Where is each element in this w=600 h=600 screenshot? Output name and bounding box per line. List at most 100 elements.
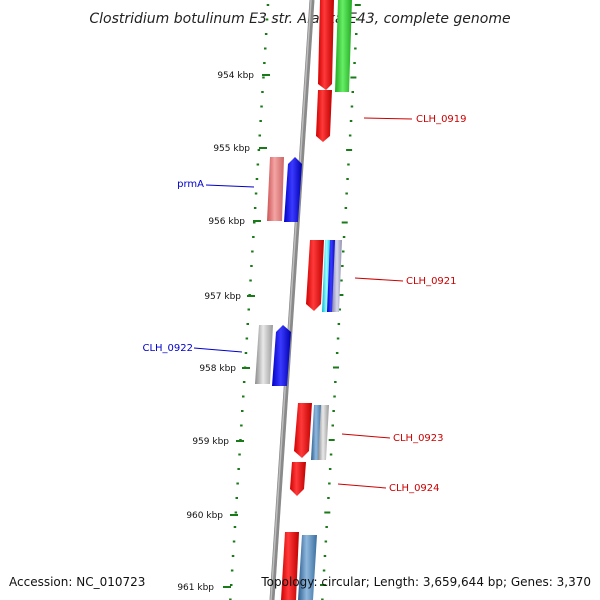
ring-tick [242,381,246,383]
gene-labels: CLH_0919 prmA CLH_0921 CLH_0922 CLH_0923… [142,114,466,494]
lavender-feature[interactable] [332,240,342,312]
connector-clh0919 [363,117,413,120]
ring-tick [242,395,245,398]
ring-tick [246,323,249,325]
ring-tick [350,76,357,79]
ring-tick [345,192,348,195]
gene-label-clh0921[interactable]: CLH_0921 [406,276,457,287]
ring-tick [264,47,267,50]
gene-label-prma[interactable]: prmA [177,179,204,190]
ring-tick [261,91,264,93]
ring-tick [341,265,344,267]
gene-label-clh0922[interactable]: CLH_0922 [142,343,193,354]
ring-tick [323,555,327,557]
ring-tick [244,352,248,354]
grey-feature-clh0922[interactable] [255,325,273,384]
ring-tick [229,598,232,600]
ring-tick [355,33,358,35]
ring-tick [251,250,254,253]
forward-gene[interactable] [318,0,334,90]
ring-tick [265,18,269,21]
ring-tick [328,482,331,485]
grey-feature[interactable] [318,405,329,460]
ring-tick [347,163,350,166]
ring-tick [348,134,352,137]
green-feature[interactable] [335,0,352,92]
reverse-gene-prma[interactable] [284,157,302,222]
ring-tick [344,207,348,209]
ring-tick [264,33,268,35]
scale-label: 958 kbp [199,364,236,374]
ring-tick [324,540,328,543]
ring-tick [328,468,332,470]
ring-tick [328,439,335,441]
ring-tick [350,105,354,108]
ring-tick [334,381,337,383]
ring-tick [320,584,326,586]
ring-tick [247,308,250,311]
ring-tick [255,178,259,180]
ring-tick [245,337,249,340]
scale-axis: 954 kbp 955 kbp 956 kbp 957 kbp 958 kbp … [177,71,270,593]
ring-tick [327,497,330,499]
forward-gene[interactable] [281,532,299,600]
forward-gene-clh0921[interactable] [306,240,324,311]
ring-tick [259,120,262,122]
ring-tick [266,4,270,6]
ring-tick [236,482,239,485]
ring-tick [353,62,356,64]
ring-tick [354,47,357,50]
ring-tick [231,555,235,557]
genome-backbone-highlight [270,0,312,600]
scale-label: 955 kbp [213,144,250,154]
ring-tick [257,149,261,151]
ring-tick [232,540,236,543]
reverse-strand-features [255,157,302,386]
ring-tick [355,18,359,21]
ring-tick [346,178,349,180]
ring-tick [325,526,328,528]
pink-feature[interactable] [267,157,284,221]
label-connectors [193,117,413,489]
scale-label: 960 kbp [186,511,223,521]
ring-tick [341,221,348,224]
scale-label: 957 kbp [204,292,241,302]
ring-tick [337,323,341,325]
ring-tick [321,598,324,600]
connector-clh0923 [341,433,391,439]
forward-gene-clh0924[interactable] [290,462,306,496]
ring-tick [337,294,344,296]
ring-tick [235,497,238,499]
ring-tick [340,279,343,282]
ring-tick [230,569,234,572]
ring-tick [252,236,255,238]
connector-clh0921 [354,277,404,282]
scale-label: 961 kbp [177,583,214,593]
ring-tick [234,511,238,514]
ring-tick [254,192,258,195]
reverse-gene[interactable] [272,325,291,386]
topology-text: Topology: circular; Length: 3,659,644 bp… [260,575,591,589]
forward-gene-clh0923[interactable] [294,403,312,458]
scale-label: 956 kbp [208,217,245,227]
forward-gene-clh0919[interactable] [316,90,332,142]
connector-clh0924 [337,483,387,489]
accession-text: Accession: NC_010723 [9,575,145,589]
ring-tick [260,105,263,108]
ring-tick [322,569,326,572]
ring-tick [238,453,241,456]
gene-label-clh0924[interactable]: CLH_0924 [389,483,440,494]
ring-tick [329,453,333,456]
ring-tick [332,410,335,412]
gene-label-clh0923[interactable]: CLH_0923 [393,433,444,444]
ring-tick [354,4,361,6]
scale-label: 954 kbp [217,71,254,81]
ring-tick [258,134,261,137]
ring-tick [342,236,346,238]
ring-tick [263,62,266,64]
gene-label-clh0919[interactable]: CLH_0919 [416,114,467,125]
ring-tick [253,221,256,224]
ring-tick [331,424,334,427]
steel-feature[interactable] [298,535,317,600]
